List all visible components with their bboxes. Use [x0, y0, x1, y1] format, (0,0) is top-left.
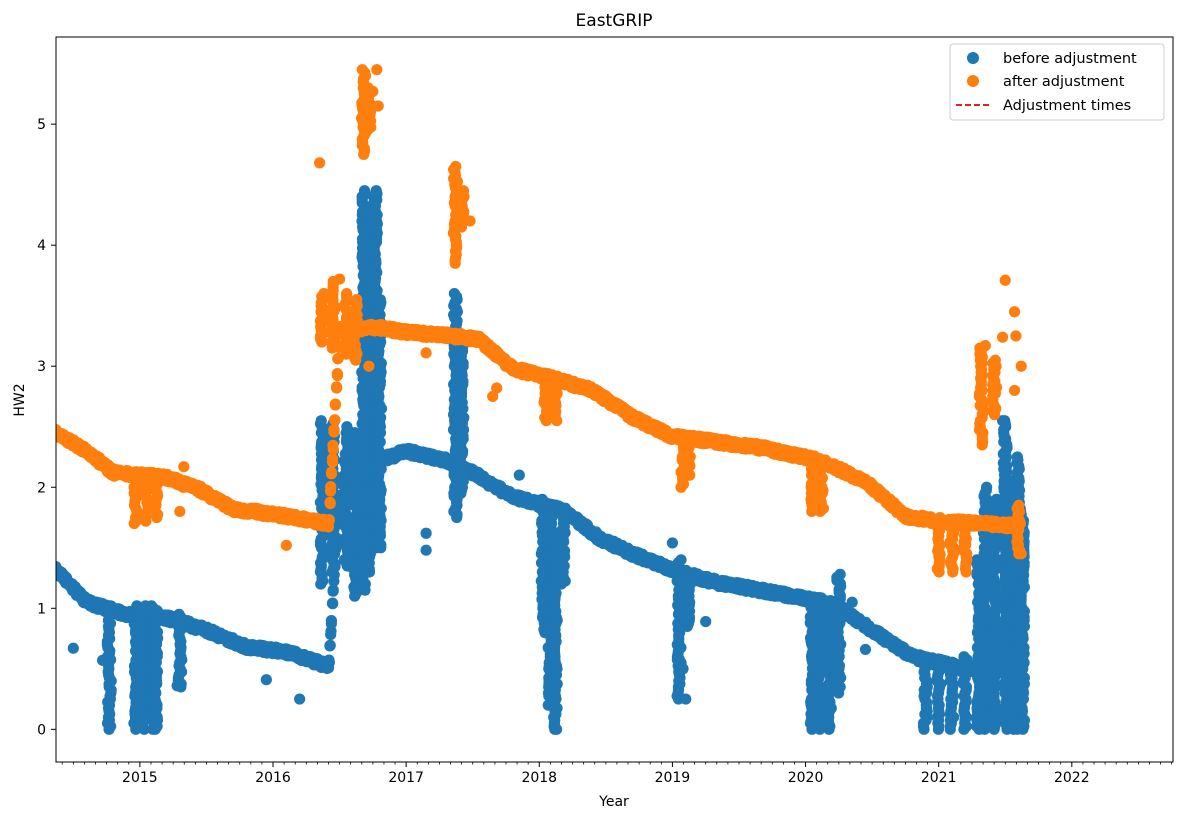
before-adjustment-point — [327, 584, 339, 596]
before-adjustment-point — [370, 185, 382, 197]
before-adjustment-point — [945, 657, 957, 669]
before-adjustment-point — [859, 643, 872, 656]
before-adjustment-point — [171, 680, 183, 692]
before-adjustment-point — [683, 572, 696, 584]
before-adjustment-point — [323, 656, 335, 668]
before-adjustment-point — [1011, 451, 1023, 463]
before-adjustment-point — [673, 653, 685, 665]
before-adjustment-point — [104, 602, 116, 614]
before-adjustment-point — [677, 663, 689, 675]
before-adjustment-point — [550, 723, 563, 735]
before-adjustment-point — [437, 452, 450, 464]
before-adjustment-point — [96, 654, 109, 666]
before-adjustment-point — [260, 674, 272, 686]
before-adjustment-point — [420, 544, 432, 556]
before-adjustment-point — [513, 469, 525, 481]
series-before-adjustment — [56, 185, 1031, 735]
before-adjustment-point — [294, 693, 306, 705]
chart-title: EastGRIP — [576, 11, 653, 31]
before-adjustment-point — [374, 294, 386, 306]
before-adjustment-point — [980, 481, 993, 493]
before-adjustment-point — [558, 505, 570, 518]
before-adjustment-point — [675, 554, 687, 566]
before-adjustment-point — [173, 608, 185, 620]
before-adjustment-point — [700, 615, 712, 628]
before-adjustment-point — [666, 537, 679, 549]
before-adjustment-point — [326, 597, 339, 609]
before-adjustment-point — [919, 651, 931, 663]
before-adjustment-point — [347, 562, 359, 574]
before-adjustment-point — [325, 618, 337, 630]
before-adjustment-point — [315, 415, 327, 427]
before-adjustment-point — [834, 568, 846, 580]
before-adjustment-point — [546, 511, 558, 524]
before-adjustment-point — [325, 628, 337, 641]
before-adjustment-point — [958, 651, 970, 663]
before-adjustment-point — [536, 493, 548, 505]
before-adjustment-point — [846, 596, 858, 608]
before-adjustment-point — [151, 605, 163, 617]
before-adjustment-point — [546, 653, 559, 665]
before-adjustment-point — [933, 657, 945, 669]
before-adjustment-point — [324, 639, 336, 651]
before-adjustment-point — [67, 642, 79, 654]
before-adjustment-point — [680, 693, 692, 705]
before-adjustment-point — [420, 527, 432, 539]
before-adjustment-point — [448, 287, 461, 300]
